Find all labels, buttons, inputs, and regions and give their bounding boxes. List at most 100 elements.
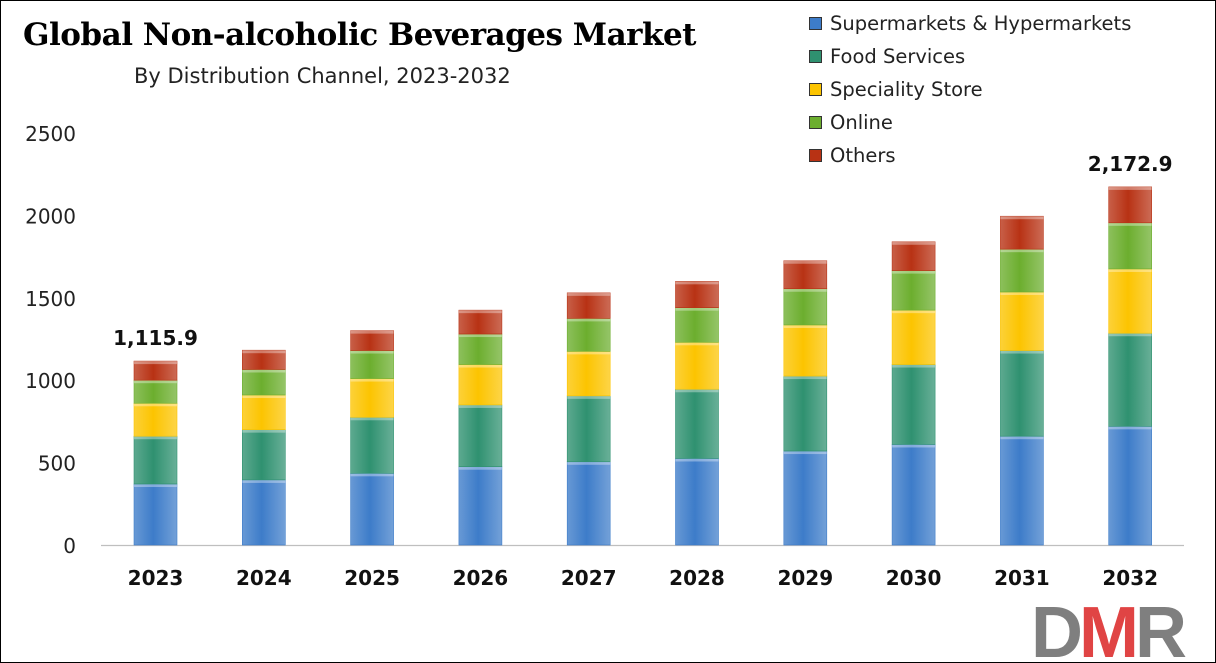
bar-segment: [133, 360, 178, 381]
legend-swatch: [809, 17, 822, 30]
bar-segment: [242, 479, 286, 546]
bar-segment: [1000, 248, 1044, 293]
bar-segment: [350, 416, 394, 474]
bar-segment-bevel: [783, 260, 827, 264]
y-tick-label: 2500: [25, 122, 76, 146]
legend-item: Others: [809, 139, 1131, 172]
bar-segment-bevel: [134, 403, 177, 407]
bar-segment-bevel: [1108, 268, 1152, 272]
bar-segment-bevel: [242, 429, 286, 433]
bar-segment: [133, 483, 178, 546]
bar-segment: [1108, 332, 1152, 427]
legend-label: Online: [830, 111, 893, 134]
bar-segment: [133, 379, 178, 404]
bar-segment-bevel: [458, 466, 502, 470]
bar-segment: [458, 466, 503, 546]
bar-segment-bevel: [892, 270, 936, 274]
bar-segment-bevel: [892, 241, 936, 245]
bar-segment-bevel: [1108, 222, 1152, 226]
y-tick-label: 1500: [25, 287, 76, 311]
bar-segment-bevel: [458, 404, 502, 408]
bar-segment-bevel: [675, 458, 719, 462]
bar-segment-bevel: [892, 310, 936, 314]
chart-subtitle: By Distribution Channel, 2023-2032: [134, 64, 511, 88]
y-tick-label: 500: [38, 452, 76, 476]
bar-segment: [458, 309, 503, 335]
bar-segment: [783, 260, 828, 290]
legend-item: Supermarkets & Hypermarkets: [809, 7, 1131, 40]
bar-segment: [783, 375, 828, 452]
bar-segment-bevel: [1000, 436, 1044, 440]
bar-segment-bevel: [242, 350, 286, 354]
bar-segment-bevel: [1000, 292, 1044, 296]
x-tick-label: 2032: [1102, 566, 1158, 590]
bar-segment-bevel: [567, 461, 611, 465]
bar-segment: [566, 395, 611, 463]
bar-segment-bevel: [242, 369, 286, 373]
dmr-logo: DMR: [1031, 599, 1190, 663]
y-tick-label: 1000: [25, 369, 76, 393]
bar-segment-bevel: [567, 318, 611, 322]
bar-segment-bevel: [675, 281, 719, 285]
bar-segment-bevel: [350, 350, 394, 354]
bar-segment: [1108, 268, 1152, 334]
bar-segment: [783, 324, 828, 377]
bar-segment: [566, 318, 611, 352]
bar-segment-bevel: [1000, 350, 1044, 354]
bar-segment-bevel: [567, 395, 611, 399]
bar-segment-bevel: [783, 288, 827, 292]
bar-segment: [350, 378, 394, 418]
x-tick-label: 2027: [561, 566, 617, 590]
bar-segment: [458, 404, 503, 468]
bar-segment: [350, 330, 394, 351]
bar-segment-bevel: [458, 310, 502, 314]
bar-segment-bevel: [675, 342, 719, 346]
bar-segment: [350, 473, 394, 546]
bar-segment: [783, 450, 828, 546]
y-tick-label: 2000: [25, 204, 76, 228]
bar-segment-bevel: [242, 479, 286, 483]
bar-segment: [566, 461, 611, 546]
bar-segment-bevel: [892, 444, 936, 448]
bar-segment: [242, 394, 286, 430]
legend: Supermarkets & Hypermarkets Food Services…: [809, 7, 1131, 172]
y-tick-label: 0: [63, 534, 76, 558]
x-tick-label: 2030: [886, 566, 942, 590]
bar-segment-bevel: [242, 395, 286, 399]
bar-segment-bevel: [1108, 426, 1152, 430]
chart-title: Global Non-alcoholic Beverages Market: [23, 17, 697, 53]
bar-segment-bevel: [134, 436, 177, 440]
bar-segment: [350, 350, 394, 379]
x-tick-label: 2029: [777, 566, 833, 590]
bar-segment-bevel: [350, 417, 394, 421]
x-tick-label: 2028: [669, 566, 725, 590]
bar-segment-bevel: [134, 361, 177, 365]
legend-swatch: [809, 83, 822, 96]
bar-segment: [1000, 435, 1044, 546]
bar-segment: [675, 341, 719, 390]
bar-segment: [675, 388, 719, 459]
bar-segment-bevel: [1000, 249, 1044, 253]
bar-segment-bevel: [567, 351, 611, 355]
x-tick-label: 2025: [344, 566, 400, 590]
bar-segment: [242, 429, 286, 481]
bar-segment-bevel: [134, 484, 177, 488]
bar-segment-bevel: [783, 376, 827, 380]
bar-segment: [675, 307, 719, 343]
legend-item: Food Services: [809, 40, 1131, 73]
bar-segment: [133, 435, 178, 485]
bar-segment: [1000, 215, 1044, 250]
bar-segment-bevel: [458, 364, 502, 368]
bar-segment-bevel: [1108, 186, 1152, 190]
x-tick-label: 2026: [453, 566, 509, 590]
bar-segment: [1108, 222, 1152, 270]
bar-segment-bevel: [350, 473, 394, 477]
bar-segment: [242, 349, 286, 370]
legend-swatch: [809, 149, 822, 162]
bar-segment-bevel: [458, 334, 502, 338]
legend-item: Speciality Store: [809, 73, 1131, 106]
bar-segment-bevel: [567, 292, 611, 296]
dmr-logo-letter: R: [1135, 599, 1186, 663]
